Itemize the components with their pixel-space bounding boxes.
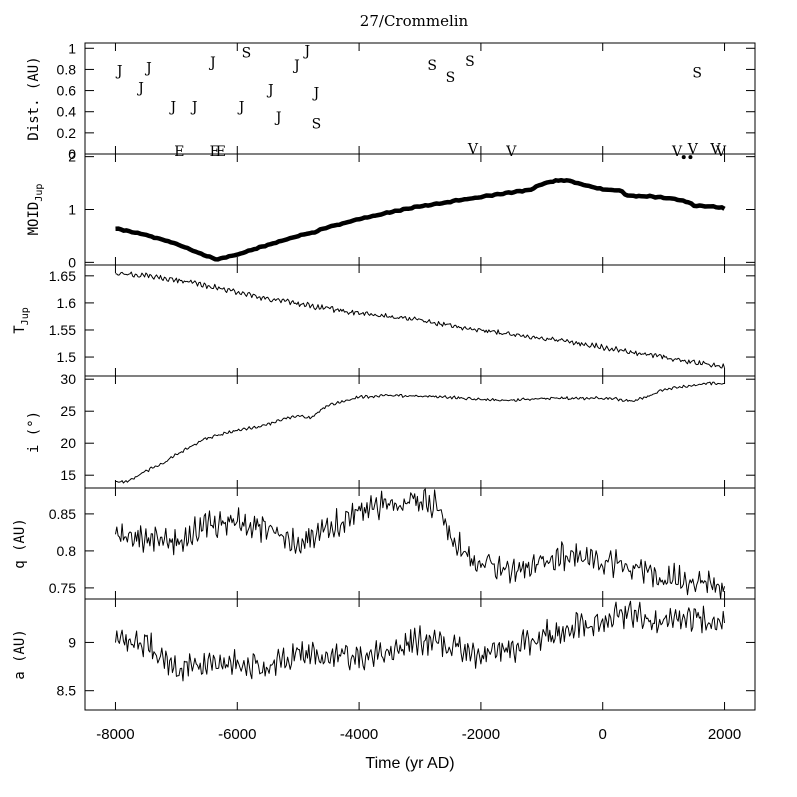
encounter-J: J (144, 60, 152, 76)
panel-a-marks (115, 600, 725, 682)
series-tjup (115, 271, 725, 369)
encounter-V: V (505, 144, 517, 160)
y-tick-label: 1.5 (57, 349, 77, 365)
y-tick-label: 0.2 (57, 125, 77, 141)
encounter-S: S (446, 70, 456, 86)
encounter-S: S (692, 66, 702, 82)
panel-dist: Dist. (AU) 00.20.40.60.81 J JJJ JJJJJJJJSS… (26, 40, 756, 162)
encounter-V: V (687, 142, 699, 158)
panel-moid-ylabel: MOIDJup (26, 184, 45, 236)
encounter-S: S (242, 46, 252, 62)
encounter-V: V (715, 144, 727, 160)
series-q (115, 488, 725, 600)
y-tick-label: 25 (60, 403, 76, 419)
encounter-V: V (671, 144, 683, 160)
x-axis-label: Time (yr AD) (365, 755, 454, 772)
encounter-J: J (115, 63, 123, 79)
panel-incl-marks (115, 381, 725, 484)
panel-incl-ticks: 15 20 25 30 (60, 371, 755, 488)
encounter-J: J (292, 58, 300, 74)
panel-tjup-ylabel-main: T (12, 325, 28, 334)
y-tick-label: 0.4 (57, 104, 77, 120)
series-moid (115, 177, 726, 262)
chart-title: 27/Crommelin (360, 12, 469, 30)
y-tick-label: 0.6 (57, 83, 77, 99)
panel-a: a (AU) 8.59 (12, 598, 756, 711)
x-tick-label: -2000 (462, 726, 500, 743)
panel-a-ticks: 8.59 (57, 599, 755, 710)
x-tick-label: 2000 (708, 726, 741, 743)
y-tick-label: 1.65 (49, 268, 76, 284)
y-tick-label: 1.55 (49, 322, 76, 338)
panel-moid: MOIDJup 0 1 2 (26, 149, 756, 270)
encounter-E: E (174, 144, 184, 160)
panel-dist-ylabel: Dist. (AU) (26, 56, 42, 140)
encounter-J: J (266, 83, 274, 99)
encounter-J: J (208, 55, 216, 71)
y-tick-label: 30 (60, 371, 76, 387)
y-tick-label: 20 (60, 435, 76, 451)
y-tick-label: 0.8 (57, 543, 77, 559)
encounter-dot (688, 155, 693, 160)
encounter-J: J (136, 80, 144, 96)
panel-tjup: TJup 1.5 1.55 1.6 1.65 (12, 264, 756, 377)
panel-moid-ylabel-sub: Jup (34, 184, 45, 202)
panel-dist-frame (84, 42, 756, 155)
y-tick-label: 0.8 (57, 61, 77, 77)
panel-moid-ticks: 0 1 2 (68, 149, 755, 270)
encounter-E: E (216, 144, 226, 160)
encounter-S: S (312, 116, 322, 132)
encounter-E: E (210, 144, 220, 160)
encounter-J: J (274, 110, 282, 126)
y-tick-label: 0 (68, 146, 76, 162)
panel-a-frame (84, 598, 756, 711)
panel-q: q (AU) 0.75 0.8 0.85 (12, 487, 756, 600)
panel-a-ylabel: a (AU) (12, 629, 28, 680)
encounter-V: V (467, 142, 479, 158)
panel-tjup-marks (115, 271, 725, 369)
y-tick-label: 15 (60, 467, 76, 483)
y-tick-label: 1.6 (57, 295, 77, 311)
encounter-J: J (190, 99, 198, 115)
panel-q-marks (115, 488, 725, 600)
series-incl (115, 381, 725, 484)
y-tick-label: 2 (68, 149, 76, 165)
encounter-S: S (427, 58, 437, 74)
y-tick-label: 1 (68, 40, 76, 56)
y-tick-label: 1 (68, 202, 76, 218)
series-a (115, 600, 725, 682)
panel-tjup-ticks: 1.5 1.55 1.6 1.65 (49, 265, 755, 376)
panel-tjup-ylabel-sub: Jup (20, 307, 31, 325)
x-tick-label: -6000 (218, 726, 256, 743)
y-tick-label: 0.85 (49, 506, 76, 522)
panel-incl: i (°) 15 20 25 30 (26, 371, 756, 489)
panel-q-ticks: 0.75 0.8 0.85 (49, 488, 755, 599)
panel-q-ylabel: q (AU) (12, 518, 28, 569)
x-axis: -8000 -6000 -4000 -2000 0 2000 (96, 726, 741, 743)
y-tick-label: 0 (68, 254, 76, 270)
x-tick-label: -4000 (340, 726, 378, 743)
encounter-J: J (303, 43, 311, 59)
panel-incl-frame (84, 375, 756, 489)
encounter-J: J (237, 99, 245, 115)
encounter-J: J (312, 86, 320, 102)
encounter-dot (681, 155, 686, 160)
y-tick-label: 9 (68, 634, 76, 650)
panel-moid-ylabel-main: MOID (26, 202, 42, 236)
panel-incl-ylabel: i (°) (26, 411, 42, 453)
encounter-S: S (465, 54, 475, 70)
y-tick-label: 0.75 (49, 580, 76, 596)
x-tick-label: 0 (599, 726, 607, 743)
encounter-J: J (169, 99, 177, 115)
panel-tjup-ylabel: TJup (12, 307, 31, 334)
panel-moid-marks (115, 177, 726, 262)
panel-dist-ticks: 0 0.2 0.4 0.6 0.8 1 (57, 40, 755, 162)
y-tick-label: 8.5 (57, 683, 77, 699)
x-tick-label: -8000 (96, 726, 134, 743)
